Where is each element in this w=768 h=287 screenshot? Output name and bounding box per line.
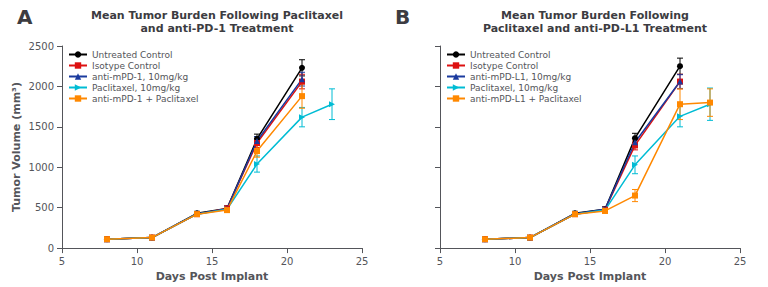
svg-text:10: 10 xyxy=(509,256,522,267)
svg-text:Untreated Control: Untreated Control xyxy=(470,50,551,60)
svg-text:B: B xyxy=(395,5,410,29)
svg-text:25: 25 xyxy=(356,256,369,267)
svg-text:anti-mPD-1, 10mg/kg: anti-mPD-1, 10mg/kg xyxy=(92,72,188,82)
svg-text:15: 15 xyxy=(584,256,597,267)
svg-text:Paclitaxel and anti-PD-L1 Trea: Paclitaxel and anti-PD-L1 Treatment xyxy=(483,22,707,35)
svg-text:and anti-PD-1 Treatment: and anti-PD-1 Treatment xyxy=(140,22,293,35)
svg-text:20: 20 xyxy=(281,256,294,267)
svg-text:Paclitaxel, 10mg/kg: Paclitaxel, 10mg/kg xyxy=(470,83,558,93)
svg-text:anti-mPD-1 + Paclitaxel: anti-mPD-1 + Paclitaxel xyxy=(92,94,198,104)
svg-text:20: 20 xyxy=(659,256,672,267)
svg-text:anti-mPD-L1, 10mg/kg: anti-mPD-L1, 10mg/kg xyxy=(470,72,571,82)
svg-text:Isotype Control: Isotype Control xyxy=(92,61,160,71)
svg-text:25: 25 xyxy=(734,256,747,267)
svg-text:Untreated Control: Untreated Control xyxy=(92,50,173,60)
svg-text:2500: 2500 xyxy=(29,41,54,52)
svg-text:5: 5 xyxy=(437,256,443,267)
svg-text:2000: 2000 xyxy=(29,81,54,92)
svg-text:A: A xyxy=(17,5,33,29)
svg-text:Tumor Volume (mm³): Tumor Volume (mm³) xyxy=(10,82,23,212)
svg-text:10: 10 xyxy=(131,256,144,267)
svg-text:Days Post Implant: Days Post Implant xyxy=(534,270,647,283)
svg-text:Paclitaxel, 10mg/kg: Paclitaxel, 10mg/kg xyxy=(92,83,180,93)
svg-text:15: 15 xyxy=(206,256,219,267)
svg-text:1500: 1500 xyxy=(29,121,54,132)
svg-text:0: 0 xyxy=(48,243,54,254)
svg-text:1000: 1000 xyxy=(29,162,54,173)
svg-text:Mean Tumor Burden Following Pa: Mean Tumor Burden Following Paclitaxel xyxy=(91,9,343,22)
svg-text:Mean Tumor Burden Following: Mean Tumor Burden Following xyxy=(501,9,689,22)
svg-text:Isotype Control: Isotype Control xyxy=(470,61,538,71)
svg-text:Days Post Implant: Days Post Implant xyxy=(156,270,269,283)
svg-text:500: 500 xyxy=(35,202,54,213)
svg-text:5: 5 xyxy=(59,256,65,267)
svg-text:anti-mPD-L1 + Paclitaxel: anti-mPD-L1 + Paclitaxel xyxy=(470,94,582,104)
